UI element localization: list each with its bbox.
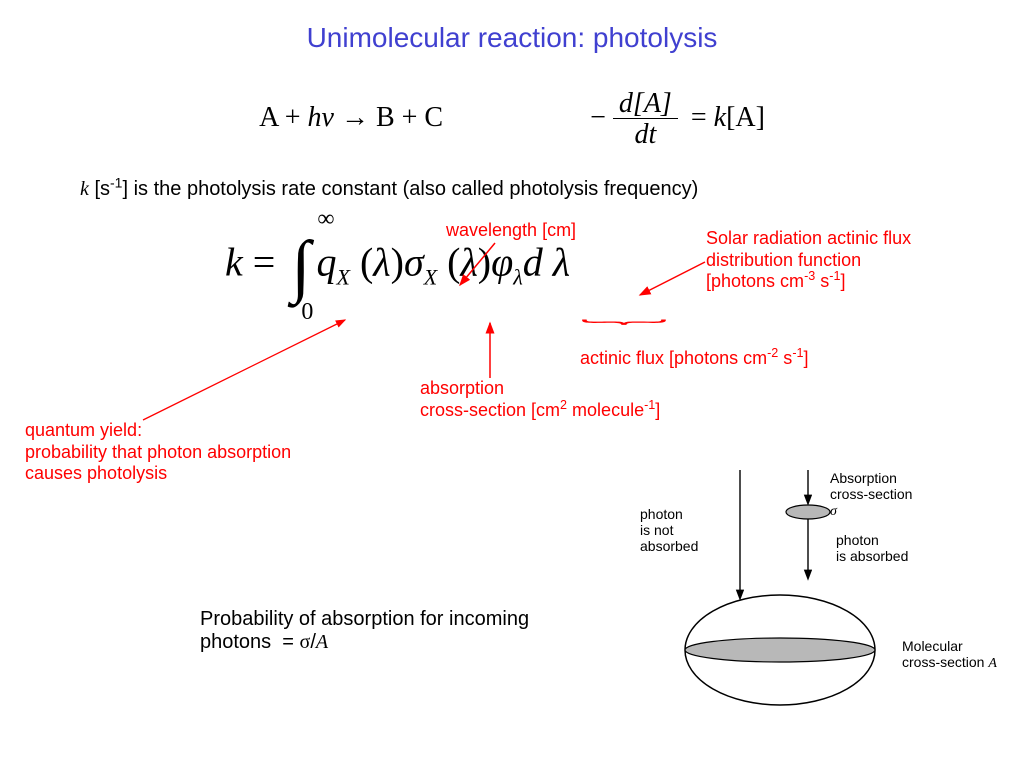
slide-title: Unimolecular reaction: photolysis (0, 22, 1024, 54)
annotation-solar-flux: Solar radiation actinic fluxdistribution… (706, 228, 1006, 293)
probability-text: Probability of absorption for incoming p… (200, 608, 620, 654)
label-photon-not-absorbed: photonis notabsorbed (640, 506, 720, 554)
annotation-quantum-yield: quantum yield:probability that photon ab… (25, 420, 365, 485)
brace-icon: ︸ (580, 330, 844, 337)
annotation-actinic-flux: actinic flux [photons cm-2 s-1] (580, 348, 809, 370)
rate-equation: − d[A] dt = k[A] (590, 90, 765, 149)
cross-section-diagram: photonis notabsorbed Absorptioncross-sec… (640, 470, 1000, 750)
label-molecular-cross-section: Molecularcross-section A (902, 638, 1012, 672)
annotation-wavelength: wavelength [cm] (446, 220, 576, 242)
reaction-equation: A + hν → B + C (259, 102, 443, 134)
equation-row: A + hν → B + C − d[A] dt = k[A] (0, 90, 1024, 149)
integral-equation: k = ∫∞0qX (λ)σX (λ)φλd λ (225, 235, 570, 298)
label-photon-absorbed: photonis absorbed (836, 532, 946, 564)
annotation-absorption: absorptioncross-section [cm2 molecule-1] (420, 378, 660, 421)
label-absorption-cross-section: Absorptioncross-sectionσ (830, 470, 960, 520)
rate-constant-description: k [s-1] is the photolysis rate constant … (80, 178, 698, 201)
